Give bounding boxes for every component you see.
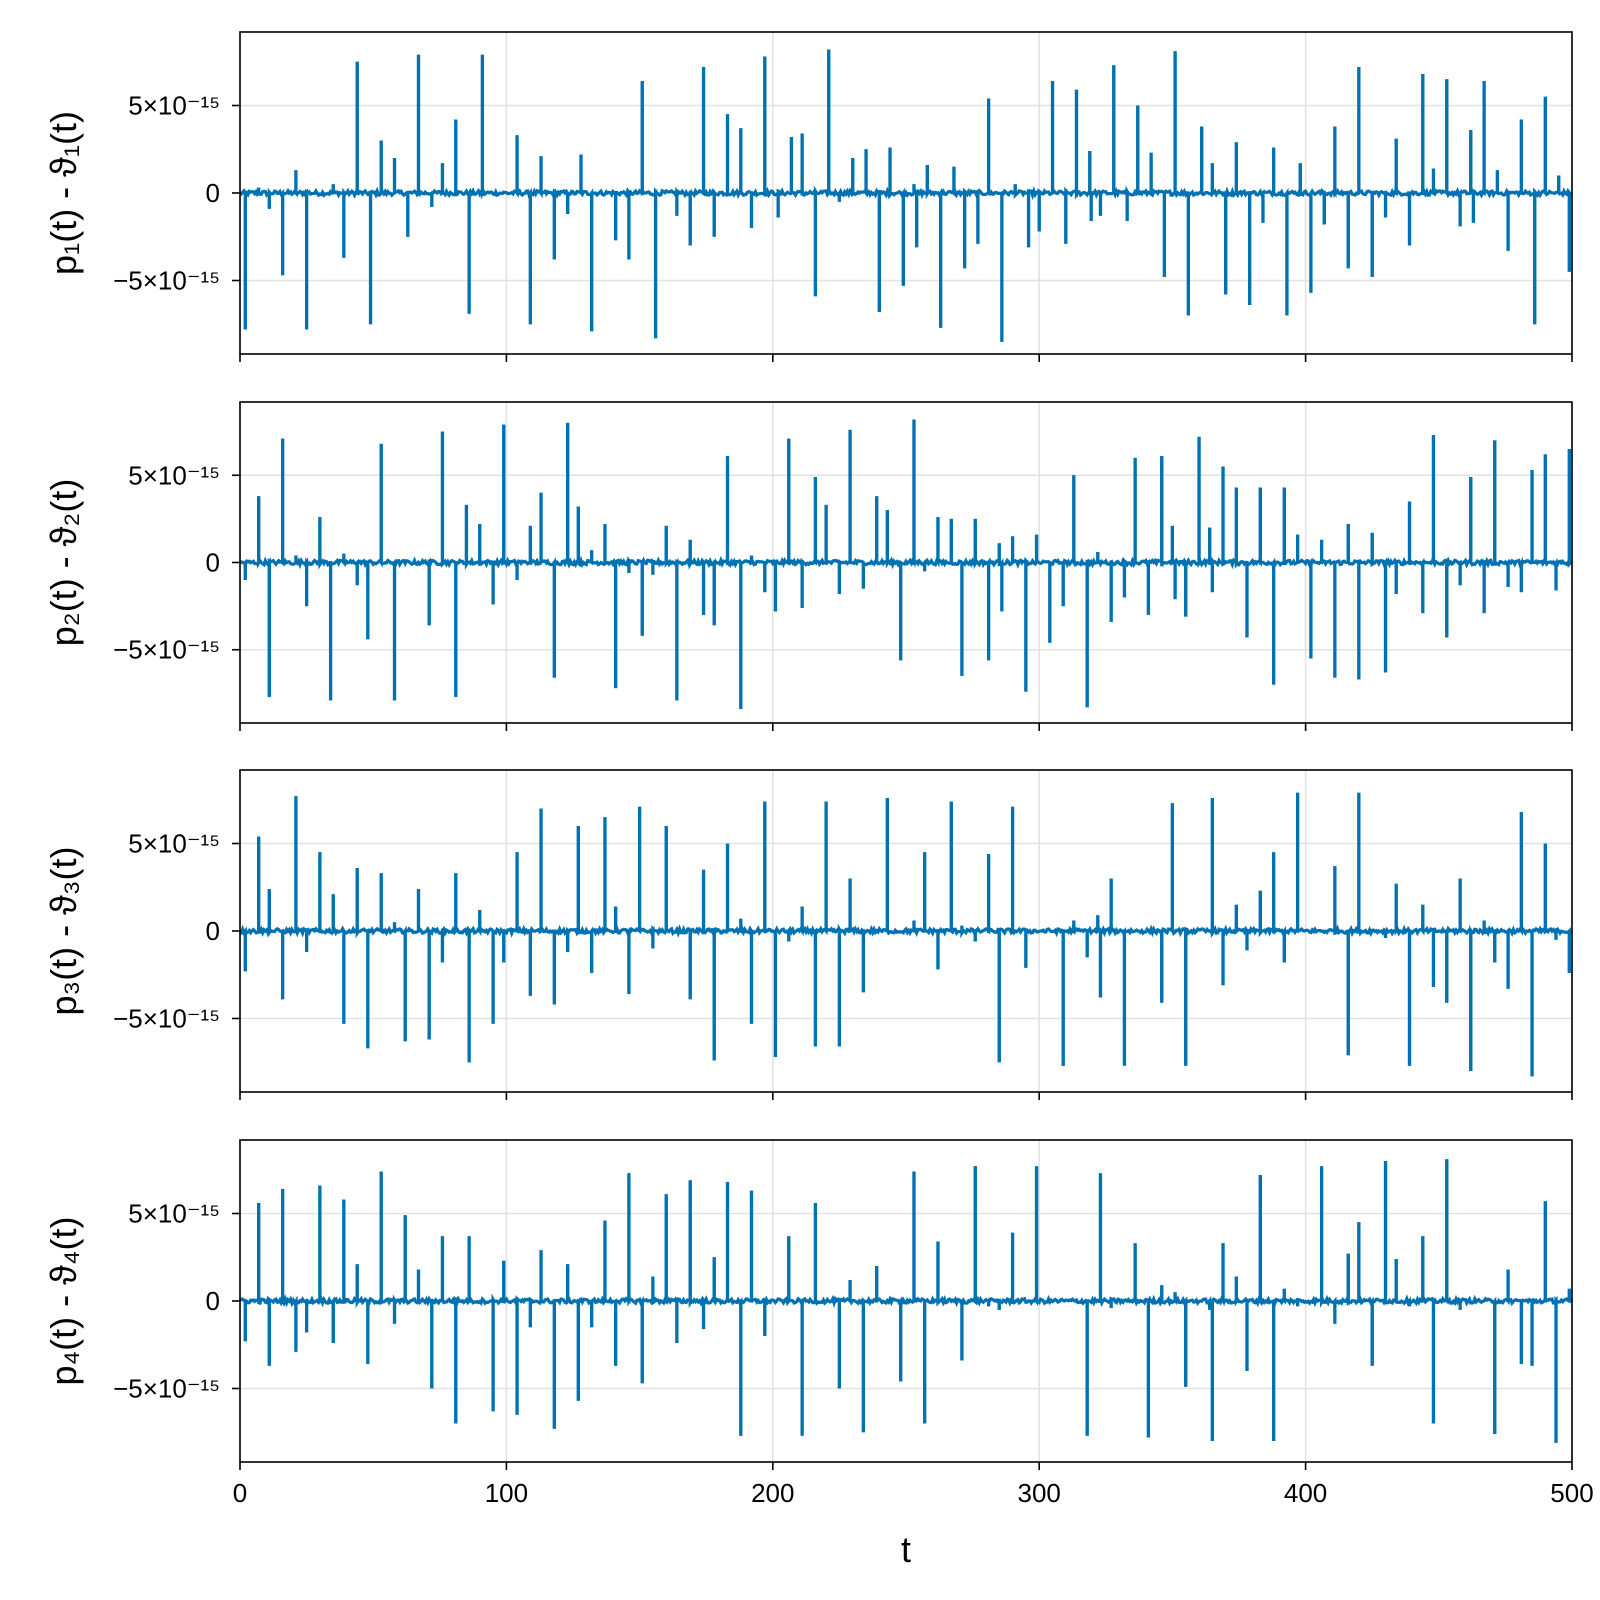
panel-4: 0 100 200 300 400 500 5×10⁻¹⁵ 0 −5×10⁻¹⁵ p₄(t) - … (43, 1139, 1594, 1570)
panel-2: 5×10⁻¹⁵ 0 −5×10⁻¹⁵ p₂(t) - ϑ₂(t) (43, 401, 1574, 731)
y-tick-label: −5×10⁻¹⁵ (113, 266, 220, 296)
x-tick-label: 100 (485, 1478, 528, 1508)
x-axis-label: t (901, 1529, 911, 1570)
y-axis-label: p₁(t) - ϑ₁(t) (43, 111, 84, 275)
data-series-line (239, 792, 1573, 1077)
y-tick-label: 0 (206, 548, 220, 578)
x-tick-label: 400 (1284, 1478, 1327, 1508)
x-tick-label: 0 (233, 1478, 247, 1508)
y-axis-label: p₂(t) - ϑ₂(t) (43, 479, 84, 647)
y-axis-label: p₃(t) - ϑ₃(t) (43, 847, 84, 1016)
data-series-line (239, 419, 1574, 710)
y-tick-label: 0 (206, 178, 220, 208)
y-tick-label: −5×10⁻¹⁵ (113, 1004, 220, 1034)
y-tick-label: 5×10⁻¹⁵ (128, 460, 220, 490)
x-tick-label: 200 (751, 1478, 794, 1508)
y-tick-label: 0 (206, 1286, 220, 1316)
panel-3: 5×10⁻¹⁵ 0 −5×10⁻¹⁵ p₃(t) - ϑ₃(t) (43, 769, 1573, 1100)
y-tick-label: 5×10⁻¹⁵ (128, 1199, 220, 1229)
y-axis-label: p₄(t) - ϑ₄(t) (43, 1216, 84, 1385)
x-tick-label: 300 (1018, 1478, 1061, 1508)
panel-1: 5×10⁻¹⁵ 0 −5×10⁻¹⁵ p₁(t) - ϑ₁(t) (43, 31, 1573, 362)
x-tick-label: 500 (1550, 1478, 1593, 1508)
y-tick-label: 5×10⁻¹⁵ (128, 91, 220, 121)
y-tick-label: 5×10⁻¹⁵ (128, 829, 220, 859)
y-tick-label: −5×10⁻¹⁵ (113, 635, 220, 665)
y-tick-label: 0 (206, 916, 220, 946)
y-tick-label: −5×10⁻¹⁵ (113, 1374, 220, 1404)
